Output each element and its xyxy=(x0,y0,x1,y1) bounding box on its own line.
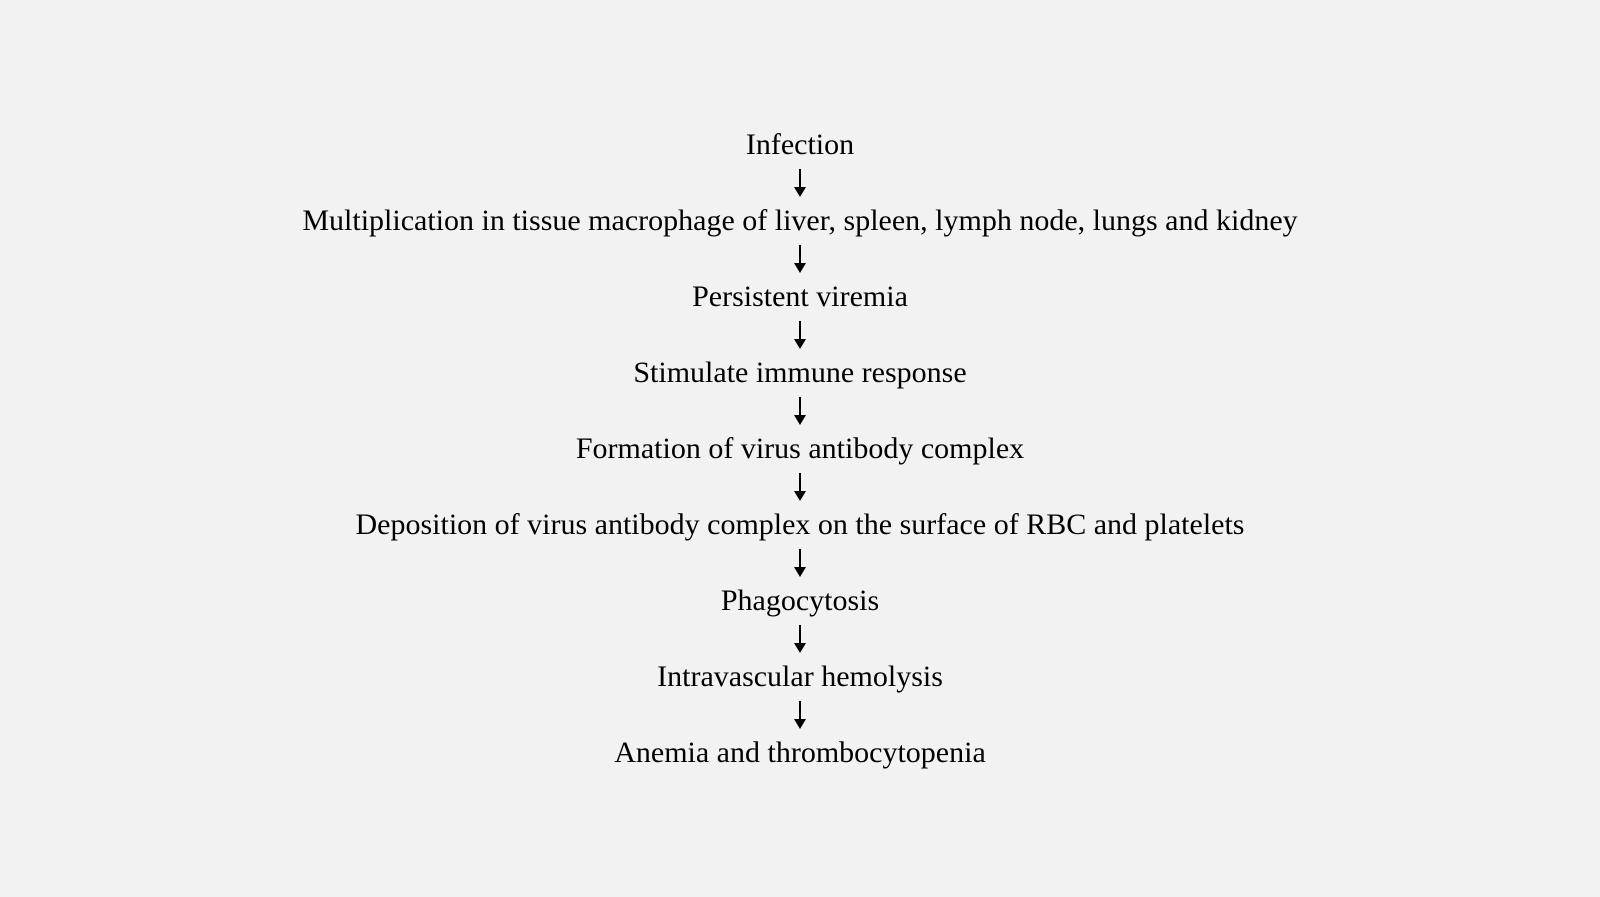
flow-node: Stimulate immune response xyxy=(633,355,966,391)
arrow-down-icon xyxy=(792,245,808,273)
arrow-down-icon xyxy=(792,397,808,425)
arrow-down-icon xyxy=(792,321,808,349)
flowchart-container: Infection Multiplication in tissue macro… xyxy=(302,127,1297,771)
flow-node: Persistent viremia xyxy=(692,279,908,315)
arrow-down-icon xyxy=(792,549,808,577)
arrow-down-icon xyxy=(792,473,808,501)
arrow-down-icon xyxy=(792,701,808,729)
flow-node: Anemia and thrombocytopenia xyxy=(614,735,986,771)
arrow-down-icon xyxy=(792,169,808,197)
flow-node: Multiplication in tissue macrophage of l… xyxy=(302,203,1297,239)
flow-node: Formation of virus antibody complex xyxy=(576,431,1024,467)
flow-node: Infection xyxy=(746,127,854,163)
flow-node: Deposition of virus antibody complex on … xyxy=(356,507,1245,543)
arrow-down-icon xyxy=(792,625,808,653)
flow-node: Intravascular hemolysis xyxy=(657,659,943,695)
flow-node: Phagocytosis xyxy=(721,583,879,619)
